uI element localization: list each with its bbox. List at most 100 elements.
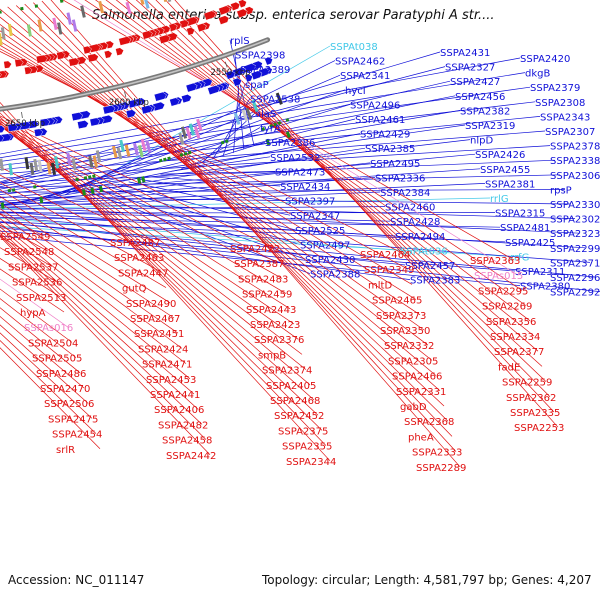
gene-label: rrfG [510,252,529,263]
reverse-gene [196,23,207,33]
forward-gene [225,70,236,80]
label-connector [0,147,366,206]
label-connector [0,51,441,183]
gene-label: SSPA2405 [266,381,316,392]
forward-gene [39,118,51,127]
label-connector [0,307,81,374]
gene-label: SSPA2336 [375,173,425,184]
cog-category-block [245,107,253,121]
gene-label: SSPA2331 [396,387,446,398]
gene-label: SSPA2513 [16,293,66,304]
label-connector [0,218,187,364]
label-connector [0,232,203,425]
gc-dot [90,187,95,195]
gene-label: SSPA2549 [0,232,50,243]
gene-label: SSPA2465 [372,296,422,307]
cog-category-block [133,142,139,156]
label-connector [0,116,319,416]
cog-category-block [143,0,150,9]
gene-label: SSPA2490 [126,299,176,310]
gc-dot [136,177,142,184]
gc-dot [187,150,192,155]
gene-label: alaS [255,109,276,120]
gene-label: SSPA2315 [495,209,545,220]
forward-gene [141,105,153,115]
gene-label: SSPA2398 [235,51,285,62]
gene-label: tyrA [260,124,281,135]
gc-dot [141,176,146,183]
gene-label: SSPA2335 [510,408,560,419]
gene-label: SSPA2375 [278,426,328,437]
gene-label: SSPA2442 [166,451,216,462]
gene-label: SSPA2406 [154,405,204,416]
gc-dot [224,139,229,144]
gene-label: SSPA2483 [238,274,288,285]
cog-category-block [88,155,94,168]
label-connector [0,30,425,331]
gene-label: SSPA2467 [130,314,180,325]
cog-category-block [196,118,203,132]
gene-label: SSPA2456 [455,92,505,103]
genome-summary-text: Topology: circular; Length: 4,581,797 bp… [262,573,592,587]
gc-dot [163,157,167,162]
forward-gene [125,109,137,119]
gene-label: SSPA2388 [310,270,360,281]
reverse-gene [3,60,12,69]
gc-dot [277,121,282,125]
label-connector [0,51,405,255]
gene-label: SSPA2389 [240,65,290,76]
label-connector-lines [0,0,600,468]
gene-label: SSPA2344 [286,457,336,468]
label-connector [0,110,461,190]
label-connector [0,217,401,251]
gc-dot [285,118,290,122]
label-connector [105,0,531,322]
gene-label: SSPA2363 [470,256,520,267]
cog-category-block [33,158,39,172]
forward-gene [181,94,192,104]
reverse-gene [179,19,190,29]
gene-label: SSPA2384 [380,188,430,199]
gene-label: SSPA2296 [550,273,600,284]
gene-label: SSPAs015 [474,271,523,282]
cog-category-block [193,126,201,139]
label-connector [0,324,89,404]
gene-label: SSPA2292 [550,288,600,299]
cog-category-block [54,156,60,169]
gene-label: SSPA2350 [380,326,430,337]
cog-category-block [37,159,43,172]
cog-category-block [8,163,14,176]
cog-category-block [24,157,30,170]
gc-dot [285,131,291,139]
forward-gene [33,128,44,137]
label-connector [0,201,576,219]
gene-label: SSPA2299 [550,244,600,255]
gene-label: SSPA2425 [505,238,555,249]
label-connector [0,122,311,386]
cog-category-block [185,126,192,140]
gene-label: SSPA2338 [550,156,600,167]
gene-label: SSPA2311 [515,267,565,278]
gc-dot [261,126,266,131]
label-connector [0,174,159,258]
forward-gene [0,125,6,134]
gene-label: gabD [400,402,427,413]
cog-category-block [50,162,57,175]
gene-label: SSPA2536 [12,278,62,289]
reverse-gene [105,40,115,49]
gc-dot [33,185,37,189]
label-connector [0,48,409,270]
gene-label: SSPA2378 [550,142,600,153]
gene-label: SSPA2341 [340,71,390,82]
gene-label: gutQ [122,284,147,295]
gc-dot [98,185,104,193]
gene-label: SSPA2334 [490,332,540,343]
gene-label: SSPA2381 [485,179,535,190]
label-connector [0,235,211,456]
gene-label: SSPA2537 [8,262,58,273]
label-connector [0,139,471,195]
gene-label: SSPA2269 [482,302,532,313]
label-connector [0,57,521,155]
gene-label: SSPA2460 [385,203,435,214]
reverse-gene [14,58,24,68]
